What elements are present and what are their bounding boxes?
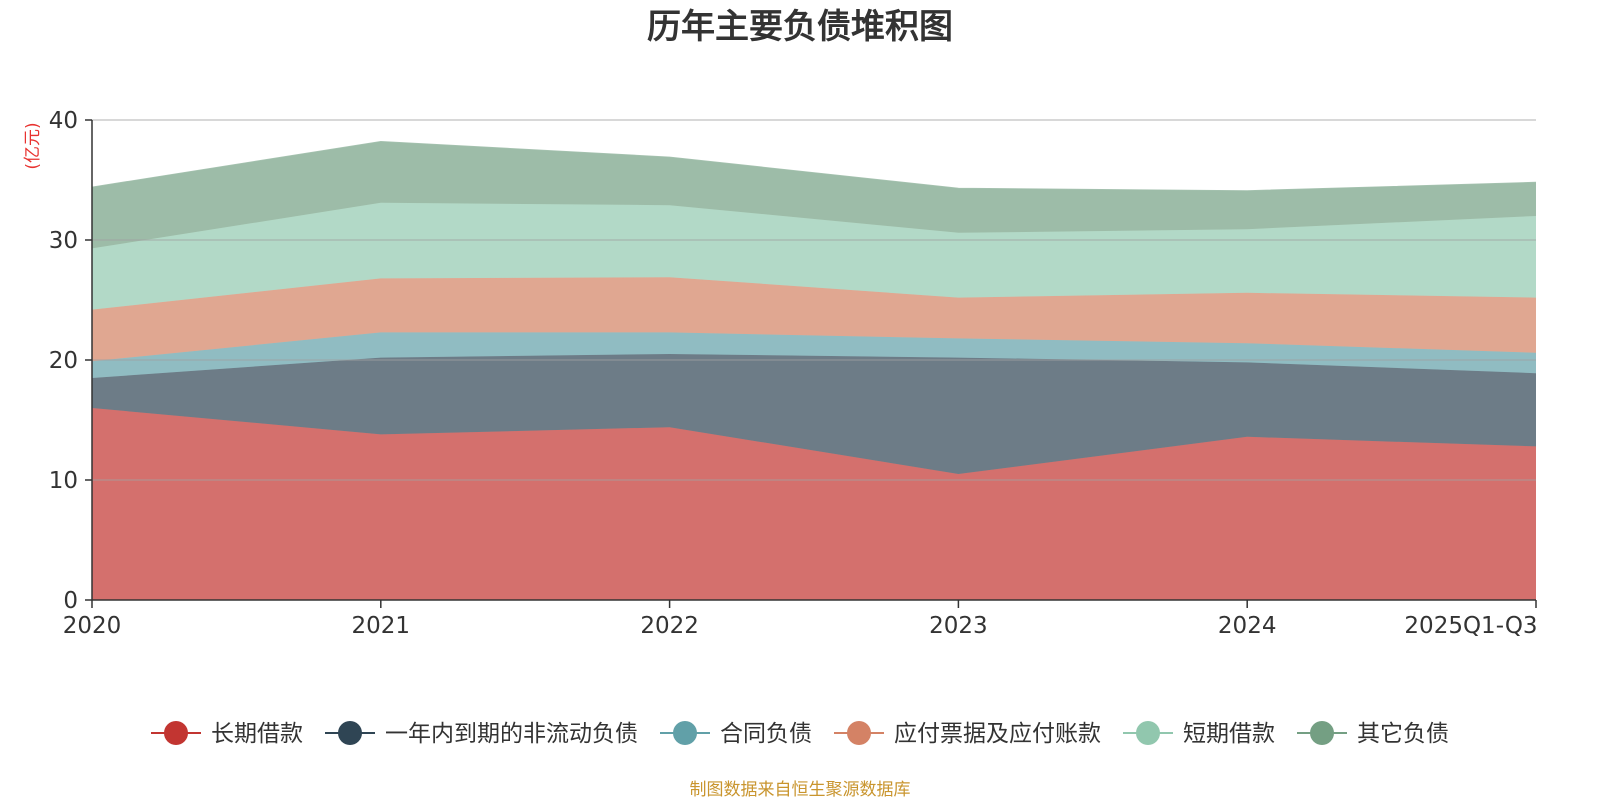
legend-marker [1310,721,1334,745]
x-tick-label: 2020 [63,613,122,639]
legend-item-2[interactable]: 合同负债 [660,721,812,747]
x-tick-label: 2021 [352,613,411,639]
y-tick-label: 30 [49,228,78,254]
gridlines [92,119,1536,481]
source-note: 制图数据来自恒生聚源数据库 [690,780,911,800]
legend-marker [338,721,362,745]
legend[interactable]: 长期借款 一年内到期的非流动负债 合同负债 应付票据及应付账款 短期借款 其它负债 [151,721,1449,747]
area-series-2[interactable] [92,332,1536,378]
legend-label: 一年内到期的非流动负债 [385,721,638,747]
area-series-5[interactable] [92,141,1536,249]
legend-label: 其它负债 [1357,721,1449,747]
legend-label: 合同负债 [720,721,812,747]
x-tick-label: 2023 [929,613,988,639]
y-tick-label: 0 [63,588,78,614]
x-tick-label: 2024 [1218,613,1277,639]
legend-marker [673,721,697,745]
legend-item-0[interactable]: 长期借款 [151,721,303,747]
area-series-3[interactable] [92,277,1536,362]
y-tick-label: 40 [49,108,78,134]
area-series-4[interactable] [92,202,1536,310]
area-series-edge-5 [91,140,1537,192]
area-series-1[interactable] [92,354,1536,474]
x-tick-label: 2025Q1-Q3 [1404,613,1537,639]
legend-item-1[interactable]: 一年内到期的非流动负债 [325,721,638,747]
legend-item-4[interactable]: 短期借款 [1123,721,1275,747]
y-axis-ticks: 0 10 20 30 40 [49,108,92,614]
y-tick-label: 10 [49,468,78,494]
legend-item-3[interactable]: 应付票据及应付账款 [834,721,1101,747]
y-tick-label: 20 [49,348,78,374]
legend-label: 短期借款 [1183,721,1275,747]
x-axis-ticks: 2020 2021 2022 2023 2024 2025Q1-Q3 [63,600,1538,639]
x-tick-label: 2022 [640,613,699,639]
legend-label: 应付票据及应付账款 [894,721,1101,747]
legend-marker [1136,721,1160,745]
legend-marker [164,721,188,745]
legend-label: 长期借款 [211,721,303,747]
area-series-0[interactable] [92,408,1536,600]
y-axis-unit-label: (亿元) [23,122,43,169]
legend-item-5[interactable]: 其它负债 [1297,721,1449,747]
area-series-group [91,140,1537,600]
legend-marker [847,721,871,745]
chart-title: 历年主要负债堆积图 [647,7,953,47]
